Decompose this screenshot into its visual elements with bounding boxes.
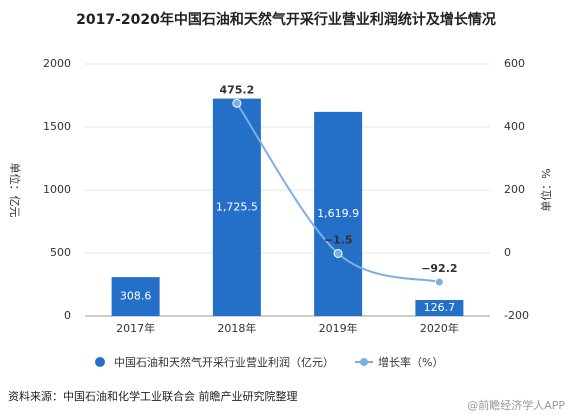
line-point <box>333 248 343 258</box>
bar-value-label: 1,619.9 <box>317 207 359 220</box>
y2-tick-label: 200 <box>504 183 525 196</box>
x-tick-label: 2019年 <box>319 321 358 335</box>
bar-value-label: 308.6 <box>120 290 152 303</box>
y-tick-label: 0 <box>64 309 71 322</box>
line <box>236 102 440 284</box>
line-point <box>232 98 242 108</box>
bar <box>111 277 160 316</box>
x-tick-label: 2017年 <box>116 321 155 335</box>
line-value-label: −92.2 <box>421 262 457 275</box>
y-tick-label: 500 <box>50 246 71 259</box>
y-tick-label: 1000 <box>43 183 71 196</box>
y2-tick-label: -200 <box>504 309 529 322</box>
bar-value-label: 126.7 <box>424 301 456 314</box>
legend-swatch <box>95 357 105 367</box>
bar <box>314 111 363 316</box>
line-value-label: −1.5 <box>324 233 353 246</box>
y-axis-label: 单位：亿元 <box>8 163 22 218</box>
x-tick-label: 2018年 <box>217 321 256 335</box>
chart-title: 2017-2020年中国石油和天然气开采行业营业利润统计及增长情况 <box>76 11 496 28</box>
y2-axis-label: 单位：% <box>539 168 553 211</box>
y2-tick-label: 0 <box>504 246 511 259</box>
watermark: @前瞻经济学人APP <box>467 398 565 412</box>
bar <box>415 300 464 316</box>
bar-value-label: 1,725.5 <box>216 200 258 213</box>
source: 资料来源：中国石油和化学工业联合会 前瞻产业研究院整理 <box>8 389 298 403</box>
legend-label: 增长率（%） <box>378 355 443 369</box>
y-tick-label: 1500 <box>43 120 71 133</box>
legend-swatch <box>360 358 368 366</box>
y-tick-label: 2000 <box>43 57 71 70</box>
bar <box>212 98 261 316</box>
line-point <box>434 277 444 287</box>
line-value-label: 475.2 <box>219 83 254 96</box>
y2-tick-label: 400 <box>504 120 525 133</box>
legend-label: 中国石油和天然气开采行业营业利润（亿元） <box>114 355 334 369</box>
y2-tick-label: 600 <box>504 57 525 70</box>
x-tick-label: 2020年 <box>420 321 459 335</box>
